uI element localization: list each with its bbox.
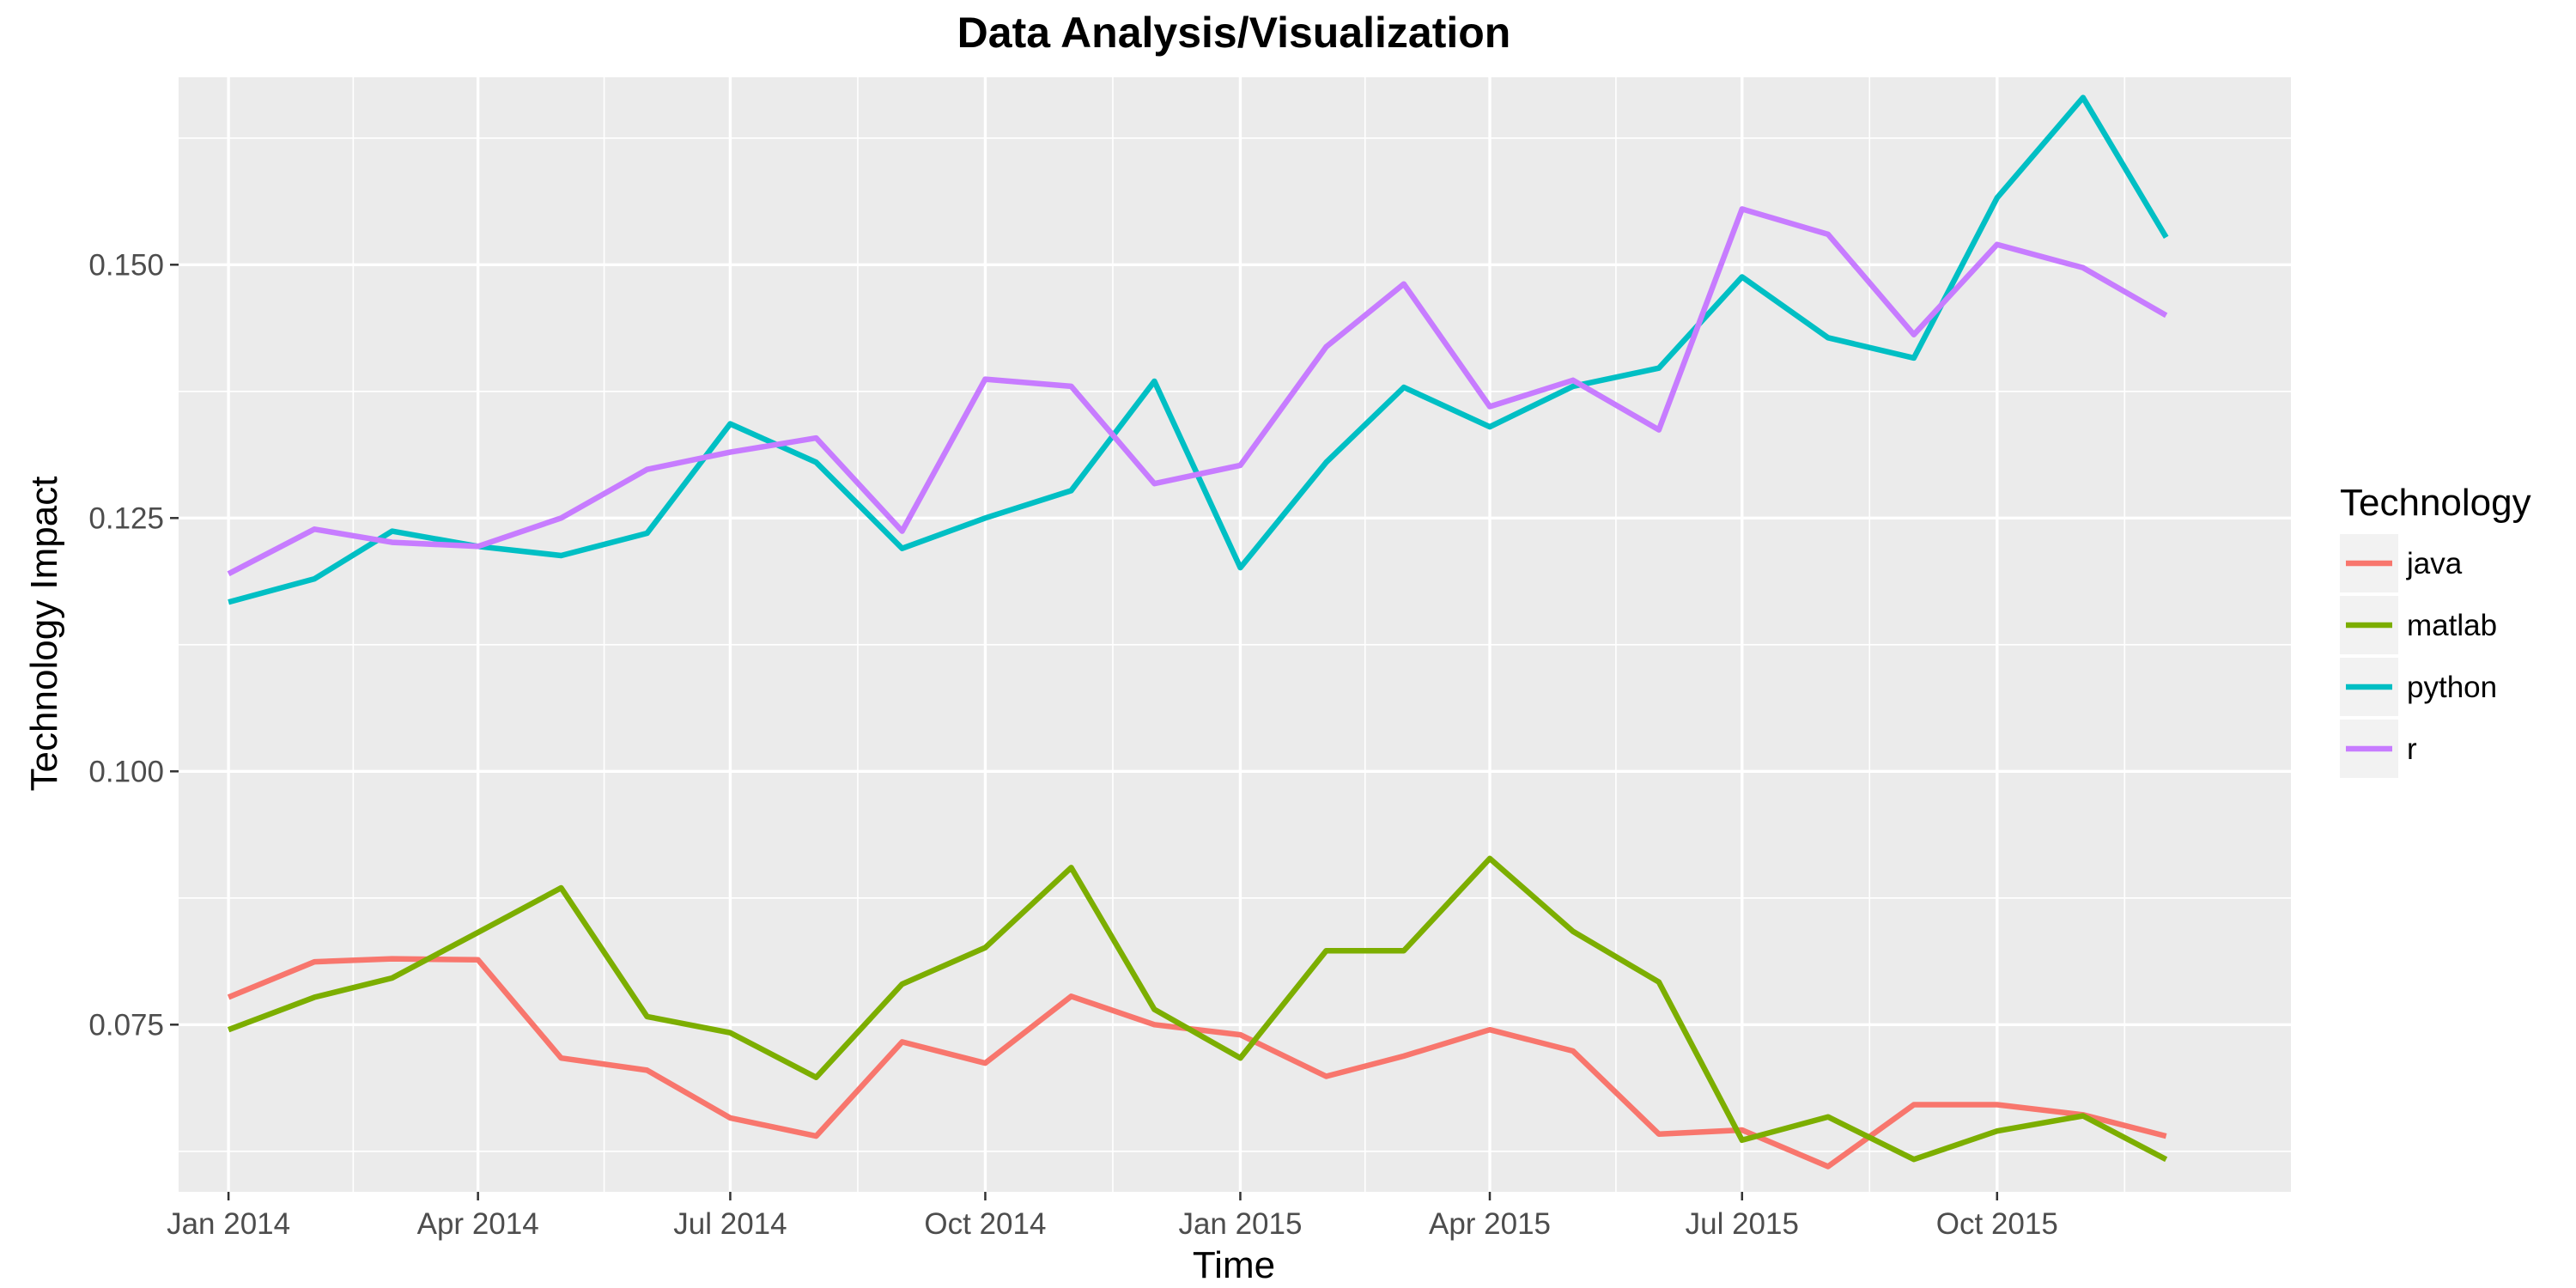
legend-label: python	[2407, 671, 2497, 704]
legend: Technology java matlab python r	[2340, 482, 2531, 778]
x-tick-label: Jan 2015	[1178, 1207, 1302, 1241]
series-line-java	[227, 956, 2167, 1170]
legend-item-python: python	[2340, 658, 2497, 716]
chart-title: Data Analysis/Visualization	[957, 9, 1511, 57]
x-tick-label: Apr 2015	[1429, 1207, 1551, 1241]
axes: Jan 2014 Apr 2014 Jul 2014 Oct 2014 Jan 2015…	[88, 248, 2057, 1241]
legend-label: r	[2407, 732, 2417, 766]
x-tick-label: Oct 2014	[924, 1207, 1046, 1241]
y-tick-label: 0.125	[88, 501, 164, 535]
x-tick-label: Jul 2015	[1686, 1207, 1799, 1241]
legend-item-java: java	[2340, 534, 2463, 592]
plot-panel	[179, 77, 2291, 1192]
x-axis-title: Time	[1193, 1244, 1275, 1286]
series-lines	[227, 94, 2169, 1170]
grid	[179, 77, 2291, 1192]
y-tick-label: 0.075	[88, 1008, 164, 1042]
x-tick-label: Apr 2014	[417, 1207, 539, 1241]
series-line-r	[227, 206, 2168, 577]
y-tick-label: 0.150	[88, 248, 164, 282]
x-tick-label: Jul 2014	[673, 1207, 787, 1241]
legend-items: java matlab python r	[2340, 534, 2497, 778]
y-axis-title: Technology Impact	[23, 477, 65, 792]
series-line-matlab	[227, 855, 2168, 1163]
x-tick-label: Jan 2014	[167, 1207, 290, 1241]
legend-title: Technology	[2340, 482, 2531, 524]
legend-item-matlab: matlab	[2340, 596, 2497, 654]
legend-label: matlab	[2407, 609, 2497, 642]
legend-label: java	[2406, 547, 2463, 580]
y-tick-label: 0.100	[88, 755, 164, 788]
x-tick-label: Oct 2015	[1936, 1207, 2058, 1241]
legend-item-r: r	[2340, 720, 2417, 778]
